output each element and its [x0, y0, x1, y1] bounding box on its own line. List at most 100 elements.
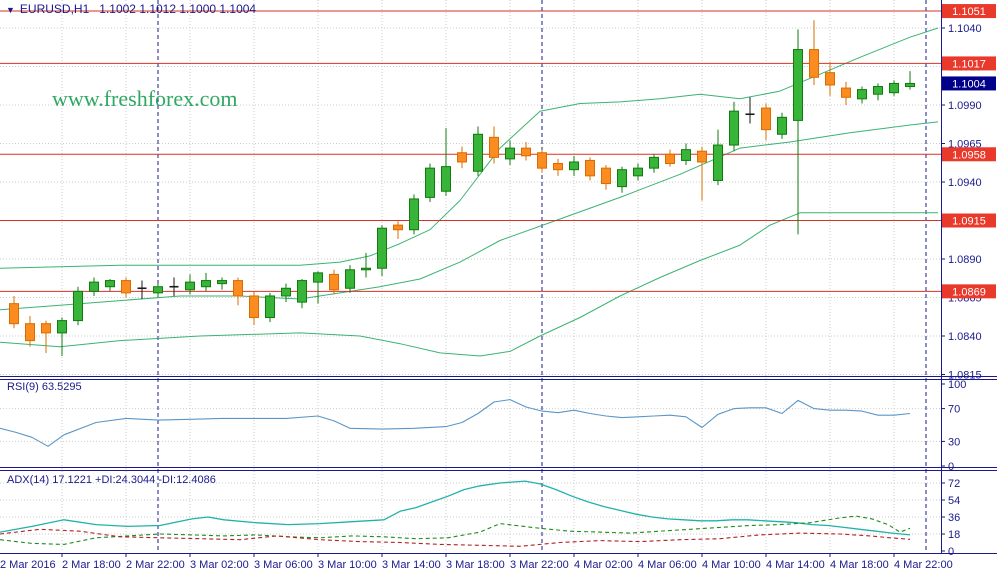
time-axis-label: 4 Mar 06:00 [638, 559, 697, 571]
time-axis-label: 2 Mar 2016 [0, 559, 56, 571]
price-level-badge-text: 1.0915 [952, 216, 986, 228]
time-axis-label: 3 Mar 02:00 [190, 559, 249, 571]
time-axis-label: 4 Mar 02:00 [574, 559, 633, 571]
adx-axis-label: 36 [948, 512, 960, 524]
bear-candle [457, 152, 467, 163]
rsi-indicator-layer [0, 399, 911, 447]
bull-candle [409, 198, 419, 231]
bull-candle [873, 86, 883, 95]
bull-candle [265, 295, 275, 319]
bull-candle [105, 280, 115, 288]
bull-candle [425, 167, 435, 198]
bull-candle [185, 281, 195, 291]
price-axis-label: 1.0890 [948, 254, 982, 266]
bear-candle [585, 159, 595, 177]
time-axis-label: 3 Mar 18:00 [446, 559, 505, 571]
time-axis-label: 4 Mar 18:00 [830, 559, 889, 571]
time-axis-label: 4 Mar 22:00 [894, 559, 953, 571]
bear-candle [233, 280, 243, 297]
broker-watermark: www.freshforex.com [52, 86, 238, 111]
time-axis-label: 3 Mar 10:00 [318, 559, 377, 571]
symbol-dropdown-icon[interactable]: ▼ [6, 5, 15, 15]
price-axis-label: 1.0840 [948, 331, 982, 343]
bull-candle [361, 267, 371, 271]
time-axis-label: 3 Mar 14:00 [382, 559, 441, 571]
bull-candle [441, 166, 451, 192]
price-axis-label: 1.0815 [948, 370, 982, 382]
bear-candle [809, 49, 819, 78]
rsi-indicator-label: RSI(9) 63.5295 [7, 381, 82, 393]
current-price-badge [942, 76, 996, 91]
adx-axis-label: 18 [948, 529, 960, 541]
price-level-badge [942, 4, 996, 19]
rsi-line [0, 399, 911, 447]
bear-candle [761, 107, 771, 131]
price-level-badge [942, 213, 996, 228]
rsi-axis-label: 70 [948, 404, 960, 416]
bear-candle [521, 147, 531, 157]
price-level-badge [942, 284, 996, 299]
bull-candle [793, 49, 803, 121]
symbol-period-label: EURUSD,H1 [19, 2, 90, 16]
bull-candle [649, 156, 659, 169]
bull-candle [89, 281, 99, 292]
bull-candle [281, 287, 291, 297]
bear-candle [841, 87, 851, 98]
bear-candle [249, 295, 259, 319]
bull-candle [201, 280, 211, 288]
bull-candle [777, 116, 787, 135]
rsi-axis-label: 100 [948, 379, 966, 391]
bear-candle [489, 136, 499, 158]
bear-candle [697, 150, 707, 163]
minus-di-line [0, 528, 911, 547]
price-level-badge-text: 1.0958 [952, 149, 986, 161]
adx-indicator-label: ADX(14) 17.1221 +DI:24.3044 -DI:12.4086 [7, 474, 216, 486]
bull-candle [377, 227, 387, 269]
ohlc-values: 1.1002 1.1012 1.1000 1.1004 [99, 2, 257, 16]
bull-candle [345, 269, 355, 289]
bull-candle [617, 169, 627, 188]
price-level-badge [942, 56, 996, 71]
time-axis-label: 4 Mar 14:00 [766, 559, 825, 571]
bull-candle [857, 89, 867, 100]
adx-indicator-layer [0, 480, 911, 547]
price-level-badge [942, 147, 996, 162]
time-axis-label: 2 Mar 18:00 [62, 559, 121, 571]
adx-line [0, 480, 911, 536]
panel-borders-layer [0, 0, 997, 554]
bear-candle [825, 72, 835, 86]
price-axis-label: 1.0940 [948, 177, 982, 189]
bull-candle [473, 133, 483, 172]
bear-candle [121, 280, 131, 294]
bull-candle [713, 144, 723, 181]
price-axis-label: 1.1040 [948, 23, 982, 35]
bull-candle [153, 286, 163, 294]
rsi-axis-label: 0 [948, 461, 954, 473]
bull-candle [297, 280, 307, 303]
bull-candle [633, 167, 643, 177]
plus-di-line [0, 515, 911, 545]
current-price-badge-text: 1.1004 [952, 78, 986, 90]
price-axis-label: 1.0990 [948, 100, 982, 112]
bull-candle [905, 82, 915, 88]
price-level-badge-text: 1.1017 [952, 58, 986, 70]
bear-candle [329, 273, 339, 291]
bull-candle [569, 161, 579, 171]
bear-candle [393, 224, 403, 231]
bull-candle [889, 82, 899, 94]
chart-ohlc-header: ▼ EURUSD,H1 1.1002 1.1012 1.1000 1.1004 [6, 2, 256, 16]
bull-candle [505, 147, 515, 160]
bull-candle [313, 272, 323, 283]
main-chart-layer [0, 10, 941, 357]
bear-candle [25, 323, 35, 342]
bull-candle [217, 280, 227, 285]
time-axis-label: 3 Mar 06:00 [254, 559, 313, 571]
bear-candle [537, 152, 547, 169]
bull-candle [729, 110, 739, 146]
bull-candle [57, 320, 67, 334]
bollinger-lower-band [0, 212, 938, 357]
rsi-axis-label: 30 [948, 436, 960, 448]
